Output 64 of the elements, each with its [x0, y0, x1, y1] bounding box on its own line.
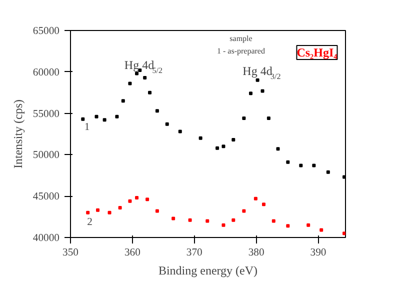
point	[178, 130, 182, 134]
point	[266, 116, 270, 120]
point	[198, 136, 202, 140]
point	[254, 196, 258, 200]
point	[81, 117, 85, 121]
point	[102, 118, 106, 122]
x-tick-label: 350	[62, 248, 78, 258]
annotation: sample	[230, 34, 253, 43]
y-axis-title: Intensity (cps)	[10, 100, 25, 168]
y-tick-label: 55000	[32, 108, 60, 120]
point	[222, 223, 226, 227]
x-tick-label: 360	[124, 248, 140, 258]
point	[342, 175, 346, 179]
point	[135, 196, 139, 200]
point	[146, 198, 150, 202]
point	[286, 224, 290, 228]
point	[165, 122, 169, 126]
point	[262, 202, 266, 206]
point	[248, 92, 252, 96]
point	[242, 209, 246, 213]
point	[326, 170, 330, 174]
y-tick-label: 40000	[32, 233, 60, 244]
annotation: 1 - as-prepared	[217, 46, 265, 56]
point	[172, 216, 176, 220]
point	[206, 219, 210, 223]
point	[108, 210, 112, 214]
point	[115, 114, 119, 118]
point	[143, 76, 147, 80]
point	[118, 206, 122, 210]
point	[232, 138, 236, 142]
point	[94, 114, 98, 118]
point	[306, 223, 310, 227]
point	[216, 146, 220, 150]
y-tick-label: 65000	[32, 26, 60, 37]
annotation: 1	[84, 122, 90, 133]
point	[286, 160, 290, 164]
point	[155, 209, 159, 213]
point	[96, 208, 100, 212]
point	[128, 82, 132, 86]
point	[128, 199, 132, 203]
annotation: 2	[87, 217, 92, 228]
point	[260, 89, 264, 93]
x-tick-label: 380	[248, 248, 264, 258]
y-tick-label: 60000	[32, 67, 60, 78]
point	[155, 109, 159, 113]
point	[320, 228, 324, 232]
point	[222, 144, 226, 148]
point	[256, 78, 260, 82]
y-tick-label: 50000	[32, 150, 60, 162]
point	[121, 99, 125, 103]
point	[148, 90, 152, 94]
point	[276, 147, 280, 151]
point	[272, 219, 276, 223]
y-tick-label: 45000	[32, 192, 60, 203]
x-tick-label: 370	[186, 248, 202, 258]
point	[242, 116, 246, 120]
point	[232, 218, 236, 222]
x-tick-label: 390	[310, 248, 326, 258]
point	[188, 218, 192, 222]
point	[312, 164, 316, 168]
x-axis-title: Binding energy (eV)	[158, 264, 258, 278]
point	[342, 232, 346, 236]
point	[299, 164, 303, 168]
point	[86, 210, 90, 214]
